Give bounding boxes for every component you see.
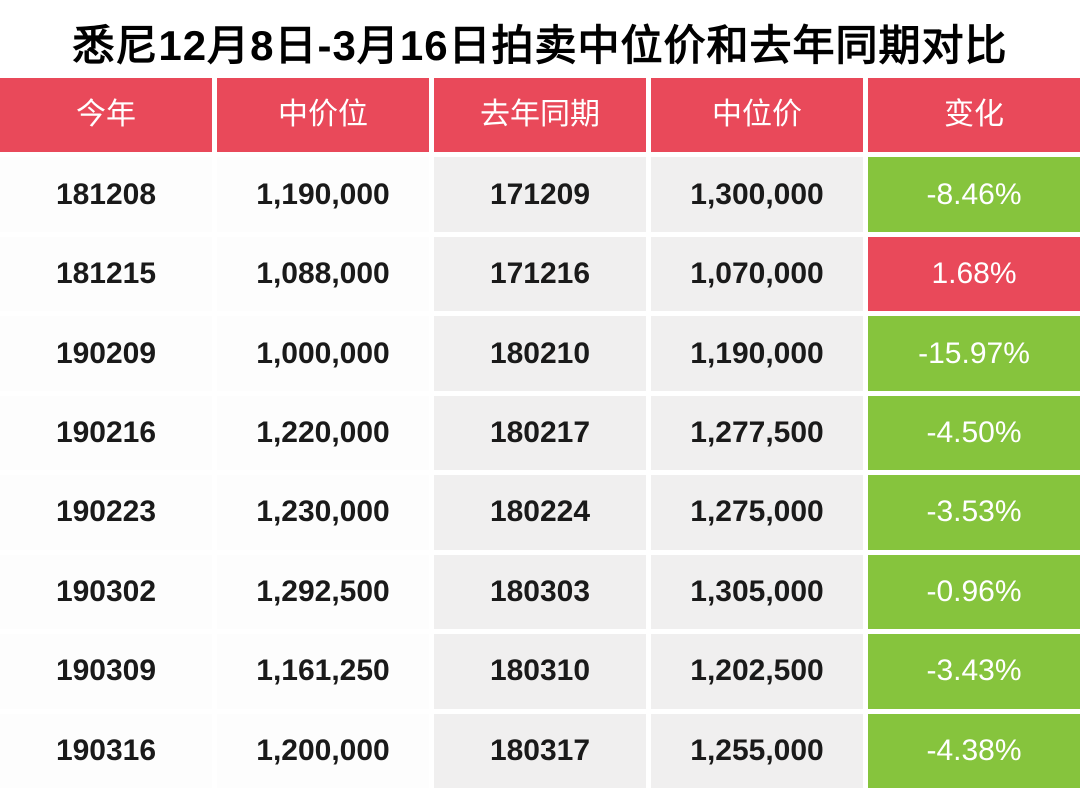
cell-change: 1.68% [868,236,1080,312]
cell-this-year-median: 1,190,000 [217,157,429,232]
cell-this-year-date: 181208 [0,157,212,232]
cell-last-year-date: 180217 [434,395,646,471]
cell-change: -3.43% [868,634,1080,709]
cell-this-year-date: 190316 [0,713,212,788]
cell-this-year-date: 190216 [0,395,212,471]
cell-this-year-date: 181215 [0,236,212,312]
cell-change: -8.46% [868,157,1080,232]
cell-last-year-median: 1,277,500 [651,395,863,471]
cell-last-year-median: 1,305,000 [651,554,863,630]
cell-this-year-median: 1,220,000 [217,395,429,471]
cell-this-year-median: 1,292,500 [217,554,429,630]
auction-price-table: 今年 中价位 去年同期 中位价 变化 181208 1,190,000 171209 1,300… [0,78,1080,788]
cell-last-year-median: 1,300,000 [651,157,863,232]
header-this-year: 今年 [0,78,212,153]
cell-change: -0.96% [868,554,1080,630]
cell-last-year-median: 1,275,000 [651,475,863,550]
cell-last-year-median: 1,190,000 [651,316,863,391]
cell-change: -15.97% [868,316,1080,391]
cell-last-year-median: 1,202,500 [651,634,863,709]
cell-last-year-date: 171209 [434,157,646,232]
cell-this-year-median: 1,200,000 [217,713,429,788]
cell-this-year-date: 190309 [0,634,212,709]
cell-last-year-date: 180317 [434,713,646,788]
header-last-year: 去年同期 [434,78,646,153]
cell-this-year-date: 190209 [0,316,212,391]
cell-last-year-date: 180303 [434,554,646,630]
cell-this-year-date: 190223 [0,475,212,550]
cell-change: -4.38% [868,713,1080,788]
cell-this-year-median: 1,000,000 [217,316,429,391]
cell-change: -4.50% [868,395,1080,471]
header-last-year-median: 中位价 [651,78,863,153]
cell-last-year-date: 180310 [434,634,646,709]
cell-this-year-median: 1,088,000 [217,236,429,312]
cell-last-year-date: 171216 [434,236,646,312]
header-this-year-median: 中价位 [217,78,429,153]
cell-last-year-date: 180224 [434,475,646,550]
header-change: 变化 [868,78,1080,153]
cell-change: -3.53% [868,475,1080,550]
cell-this-year-date: 190302 [0,554,212,630]
cell-this-year-median: 1,161,250 [217,634,429,709]
cell-last-year-median: 1,255,000 [651,713,863,788]
cell-this-year-median: 1,230,000 [217,475,429,550]
page-title: 悉尼12月8日-3月16日拍卖中位价和去年同期对比 [72,22,1008,69]
cell-last-year-date: 180210 [434,316,646,391]
cell-last-year-median: 1,070,000 [651,236,863,312]
